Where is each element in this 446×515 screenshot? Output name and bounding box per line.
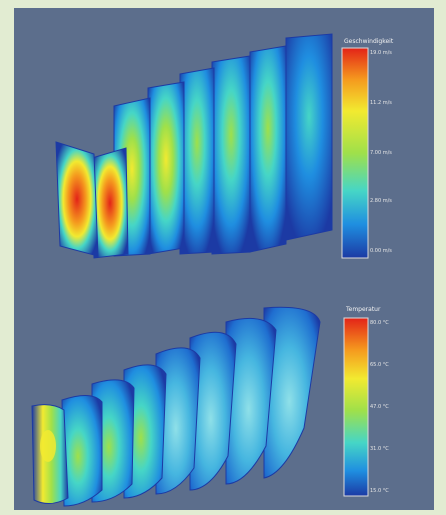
- velocity-slice-4: [179, 67, 215, 255]
- velocity-tick-3: 2.80 m/s: [370, 198, 392, 204]
- temperature-slice-1: [61, 395, 103, 507]
- temperature-slice-7: [263, 306, 321, 479]
- velocity-slice-5: [211, 55, 251, 255]
- temperature-color-bar: [343, 317, 369, 497]
- temperature-slice-4: [155, 347, 201, 495]
- velocity-tick-2: 7.00 m/s: [370, 150, 392, 156]
- temperature-tick-4: 15.0 °C: [370, 488, 389, 494]
- temperature-tick-0: 80.0 °C: [370, 320, 389, 326]
- temperature-slice-5: [189, 331, 237, 491]
- temperature-slices-image: [31, 306, 369, 507]
- velocity-slice-7: [285, 33, 333, 241]
- temperature-tick-1: 65.0 °C: [370, 362, 389, 368]
- temperature-panel: Temperatur 80.0 °C 65.0 °C 47.0 °C 31.0 …: [14, 278, 434, 510]
- temperature-tick-3: 31.0 °C: [370, 446, 389, 452]
- velocity-panel: Geschwindigkeit 19.0 m/s 11.2 m/s 7.00 m…: [14, 8, 434, 270]
- velocity-slices-image: [55, 33, 369, 259]
- velocity-legend-title: Geschwindigkeit: [344, 38, 394, 45]
- temperature-slice-6: [225, 317, 277, 485]
- velocity-slice-6: [249, 45, 287, 253]
- temperature-tick-2: 47.0 °C: [370, 404, 389, 410]
- velocity-color-bar: [341, 47, 369, 259]
- velocity-slice-3: [147, 81, 185, 255]
- temperature-legend-title: Temperatur: [346, 306, 381, 313]
- velocity-slice-0: [55, 141, 99, 257]
- temperature-slice-3: [123, 364, 167, 499]
- velocity-tick-4: 0.00 m/s: [370, 248, 392, 254]
- visualization-frame: Geschwindigkeit 19.0 m/s 11.2 m/s 7.00 m…: [14, 8, 434, 510]
- velocity-tick-1: 11.2 m/s: [370, 100, 392, 106]
- velocity-tick-0: 19.0 m/s: [370, 50, 392, 56]
